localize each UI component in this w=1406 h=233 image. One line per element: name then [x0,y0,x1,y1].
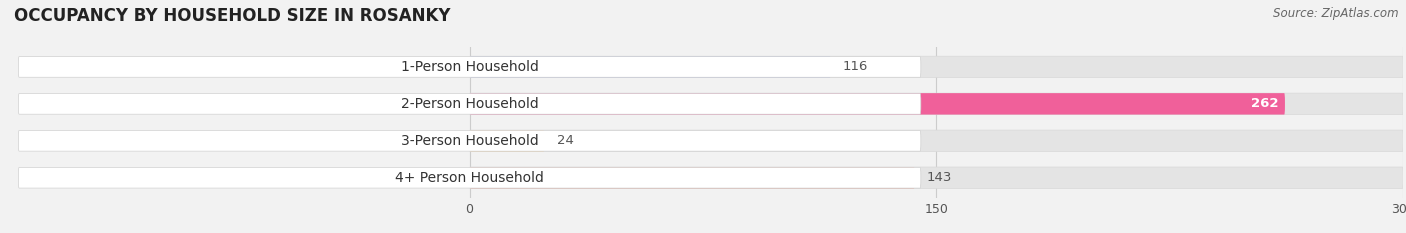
FancyBboxPatch shape [470,130,1403,151]
Text: Source: ZipAtlas.com: Source: ZipAtlas.com [1274,7,1399,20]
Text: 4+ Person Household: 4+ Person Household [395,171,544,185]
Text: 1-Person Household: 1-Person Household [401,60,538,74]
FancyBboxPatch shape [18,57,921,77]
Text: 143: 143 [927,171,952,184]
FancyBboxPatch shape [470,93,1403,115]
FancyBboxPatch shape [18,93,921,114]
FancyBboxPatch shape [470,93,1285,115]
Text: 3-Person Household: 3-Person Household [401,134,538,148]
FancyBboxPatch shape [18,130,921,151]
FancyBboxPatch shape [470,167,915,188]
FancyBboxPatch shape [470,56,831,78]
FancyBboxPatch shape [18,167,921,188]
FancyBboxPatch shape [470,56,1403,78]
FancyBboxPatch shape [470,130,544,151]
FancyBboxPatch shape [470,167,1403,188]
Text: 262: 262 [1251,97,1278,110]
Text: 2-Person Household: 2-Person Household [401,97,538,111]
Text: 24: 24 [557,134,574,147]
Text: 116: 116 [844,60,869,73]
Text: OCCUPANCY BY HOUSEHOLD SIZE IN ROSANKY: OCCUPANCY BY HOUSEHOLD SIZE IN ROSANKY [14,7,450,25]
